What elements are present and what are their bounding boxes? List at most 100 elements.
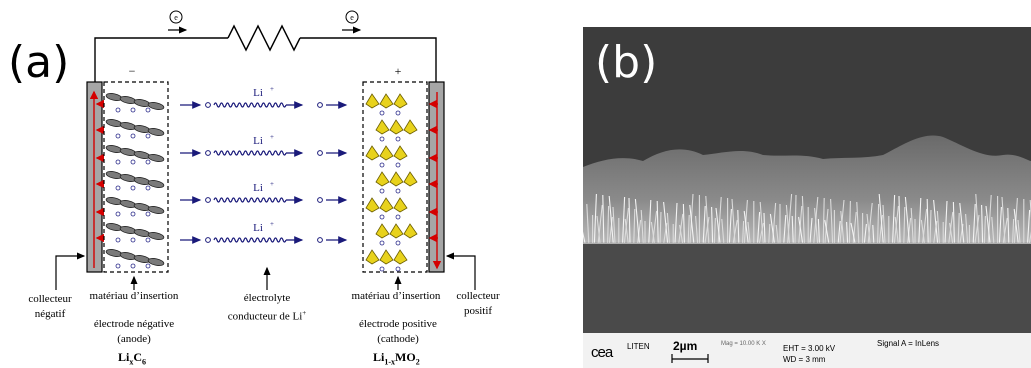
- nanowire: [944, 200, 948, 244]
- cathode-octahedron: [375, 223, 390, 239]
- panel-label-b: (b): [595, 37, 658, 88]
- graphite-hexagon: [105, 93, 123, 101]
- nanowire: [596, 215, 601, 244]
- graphite-hexagon: [133, 203, 151, 211]
- nanowire: [583, 231, 586, 244]
- nanowire: [957, 212, 960, 244]
- graphite-hexagon: [119, 200, 137, 208]
- nanowire: [622, 196, 626, 244]
- cathode-material-caption: matériau d’insertion: [351, 290, 441, 302]
- li-ion-dot: [395, 188, 401, 194]
- nanowire: [711, 206, 714, 244]
- cathode-octahedron: [365, 145, 380, 161]
- ion-wave: [213, 102, 287, 108]
- nanowire: [715, 207, 721, 244]
- nanowire: [593, 193, 597, 244]
- nanowire: [822, 197, 825, 244]
- nanowire: [894, 216, 899, 244]
- li-ion-dot: [379, 162, 385, 168]
- nanowire: [850, 222, 856, 244]
- graphite-hexagon: [147, 258, 165, 266]
- nanowire: [637, 219, 642, 244]
- nanowire: [679, 224, 684, 244]
- li-ion-dot: [379, 240, 385, 246]
- nanowire: [769, 213, 775, 244]
- graphite-hexagon: [133, 229, 151, 237]
- cathode-octahedron: [365, 249, 380, 265]
- li-ion-dot: [130, 107, 136, 113]
- cathode-octahedron: [389, 119, 404, 135]
- li-ion-dot: [130, 159, 136, 165]
- ion-dot: [205, 102, 211, 108]
- li-ion-dot: [115, 211, 121, 217]
- li-ion-dot: [145, 185, 151, 191]
- nanowire: [687, 214, 690, 244]
- ion-dot: [205, 197, 211, 203]
- nanowire: [775, 224, 779, 244]
- li-ion-dot: [130, 211, 136, 217]
- li-ion-dot: [395, 214, 401, 220]
- li-ion-dot: [130, 237, 136, 243]
- nanowire: [650, 221, 655, 244]
- cathode-octahedron: [393, 249, 408, 265]
- scale-bar: [671, 354, 709, 363]
- graphite-hexagon: [119, 122, 137, 130]
- graphite-hexagon: [133, 125, 151, 133]
- nanowire: [704, 216, 710, 244]
- li-ion-dot: [395, 110, 401, 116]
- nanowire: [713, 217, 716, 244]
- signal: Signal A = InLens: [877, 339, 940, 348]
- ion-wave: [213, 150, 287, 156]
- nanowire: [763, 212, 766, 244]
- nanowire: [848, 200, 851, 244]
- nanowire: [768, 223, 771, 244]
- li-ion-dot: [130, 263, 136, 269]
- nanowire: [682, 203, 685, 244]
- nanowire: [892, 194, 896, 244]
- ion-dot: [317, 197, 323, 203]
- nanowire: [898, 195, 901, 244]
- nanowire: [728, 208, 732, 244]
- graphite-hexagon: [133, 255, 151, 263]
- nanowire: [877, 203, 880, 244]
- nanowire: [798, 216, 804, 244]
- nanowire-layer: [583, 193, 1031, 244]
- nanowire: [674, 202, 678, 244]
- anode-formula: LixC6: [118, 350, 147, 367]
- nanowire: [705, 195, 710, 244]
- cathode-octahedron: [379, 93, 394, 109]
- nanowire: [949, 222, 954, 244]
- scale-bar-label: 2µm: [673, 339, 698, 353]
- nanowire: [972, 203, 976, 244]
- cathode-octahedron: [379, 145, 394, 161]
- li-ion-label: Li: [253, 135, 263, 147]
- nanowire: [840, 210, 845, 244]
- graphite-hexagon: [119, 96, 137, 104]
- nanowire: [602, 194, 605, 244]
- electron-symbol: e: [174, 13, 178, 22]
- resistor: [227, 24, 301, 52]
- li-ion-dot: [145, 133, 151, 139]
- li-ion-charge: +: [270, 220, 274, 228]
- li-ion-dot: [145, 107, 151, 113]
- nanowire: [702, 205, 706, 244]
- li-ion-dot: [395, 136, 401, 142]
- li-ion-dot: [145, 237, 151, 243]
- anode-box: [103, 81, 169, 273]
- panel-label-a: (a): [8, 37, 70, 88]
- li-ion-dot: [130, 185, 136, 191]
- anode-electrode-caption: électrode négative (anode): [93, 318, 175, 345]
- li-ion-dot: [115, 133, 121, 139]
- sem-databar: cea LITEN 2µm Mag = 10.00 K X EHT = 3.00…: [583, 333, 1031, 368]
- li-ion-dot: [395, 240, 401, 246]
- li-ion-label: Li: [253, 87, 263, 99]
- negative-collector-caption: collecteur négatif: [28, 293, 72, 320]
- nanowire: [903, 206, 906, 244]
- nanowire: [814, 207, 819, 244]
- nanowire: [952, 201, 955, 244]
- cathode-octahedron: [403, 223, 418, 239]
- li-ion-dot: [115, 185, 121, 191]
- nanowire: [737, 209, 740, 244]
- graphite-hexagon: [105, 145, 123, 153]
- li-ion-dot: [395, 162, 401, 168]
